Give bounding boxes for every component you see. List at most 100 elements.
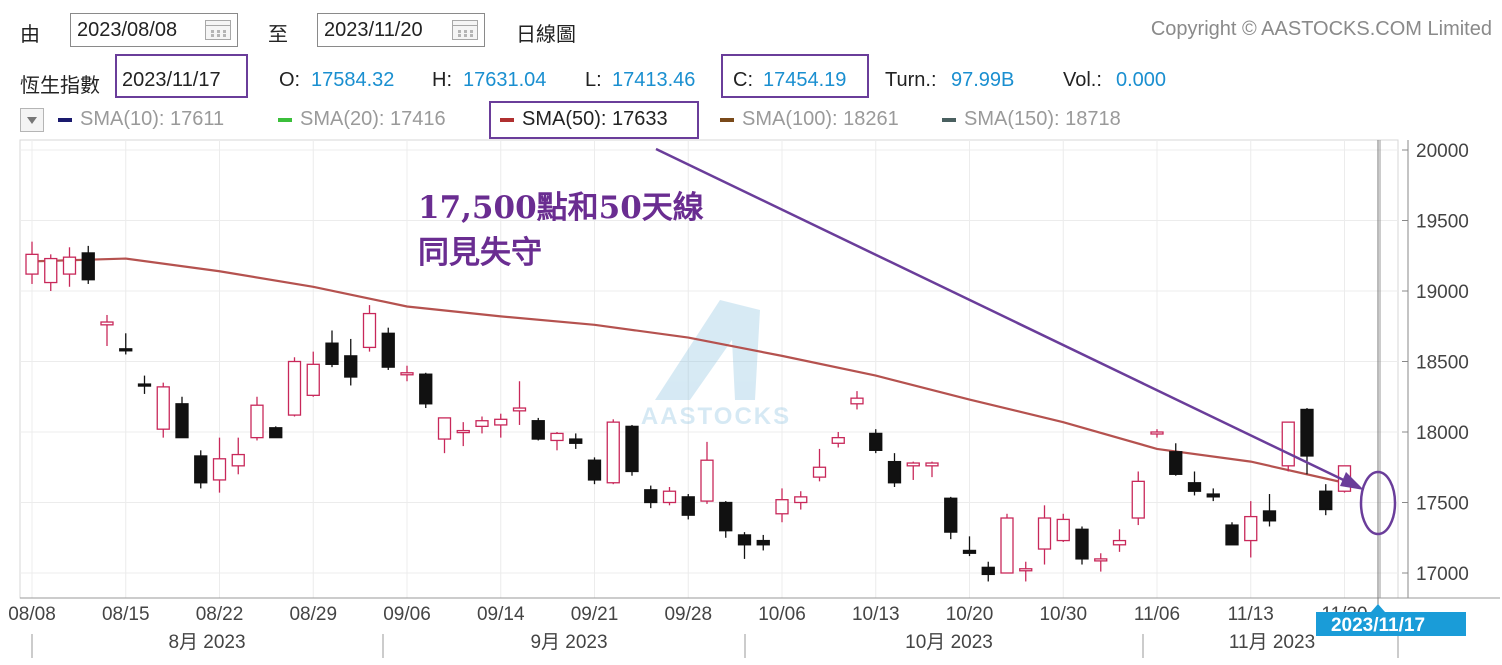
candle-body <box>1131 480 1145 519</box>
candle-body <box>250 404 264 439</box>
sma-legend-100[interactable]: SMA(100): 18261 <box>720 108 899 131</box>
from-label: 由 <box>20 24 40 46</box>
candle-body <box>287 360 302 416</box>
candle-body <box>456 429 470 434</box>
candle-body <box>156 386 170 430</box>
candle <box>1225 522 1239 546</box>
y-tick-label: 19000 <box>1416 282 1469 303</box>
calendar-icon[interactable] <box>205 20 231 40</box>
x-axis: 08/08 08/15 08/22 08/29 09/06 09/14 09/21 09/28… <box>8 140 1500 658</box>
candle-body <box>494 418 508 426</box>
candle-body <box>981 566 995 576</box>
annotation-arrow <box>655 147 1357 488</box>
candle <box>250 396 264 441</box>
to-date-input[interactable]: 2023/11/20 <box>317 13 485 47</box>
sma-legend-label: SMA(150): 18718 <box>964 108 1121 130</box>
high-value: 17631.04 <box>463 69 547 91</box>
candle-body <box>1262 510 1277 522</box>
candle <box>831 432 845 448</box>
cursor-date-label: 2023/11/17 <box>1331 615 1425 636</box>
candle <box>175 396 189 439</box>
candle-body <box>887 460 902 484</box>
low-label: L: <box>585 69 602 91</box>
indicator-dropdown-button[interactable] <box>20 108 44 132</box>
candle <box>1187 471 1202 496</box>
candle-body <box>1094 558 1108 562</box>
calendar-icon[interactable] <box>452 20 478 40</box>
sma-legend-20[interactable]: SMA(20): 17416 <box>278 108 446 131</box>
annotation-line-2: 同見失守 <box>418 235 542 271</box>
sma-legend-150[interactable]: SMA(150): 18718 <box>942 108 1121 131</box>
month-label: 8月 2023 <box>168 632 245 653</box>
candle <box>962 536 977 557</box>
candle <box>1169 443 1183 476</box>
candle <box>306 351 320 397</box>
candle <box>775 488 789 523</box>
candle <box>587 457 602 485</box>
annotation-arrowhead <box>1340 472 1364 490</box>
sma-legend-50[interactable]: SMA(50): 17633 <box>500 108 668 131</box>
candle-body <box>1019 568 1033 572</box>
month-label: 9月 2023 <box>530 632 607 653</box>
candle <box>419 372 433 409</box>
candle-body <box>400 372 414 376</box>
candle <box>794 491 808 510</box>
candle-body <box>100 321 114 326</box>
period-selector[interactable]: 日線圖 <box>516 24 576 46</box>
candle <box>1244 501 1258 558</box>
candle <box>737 532 752 559</box>
watermark-logo-shape <box>655 300 760 400</box>
watermark-logo: AASTOCKS <box>641 300 789 430</box>
candle-body <box>306 363 320 396</box>
candle-body <box>569 438 583 444</box>
candle <box>719 501 733 538</box>
legend-swatch <box>278 117 292 122</box>
y-axis: 20000 19500 19000 18500 18000 17500 17000 <box>1379 140 1469 598</box>
y-tick-label: 19500 <box>1416 212 1469 233</box>
y-tick-label: 18000 <box>1416 423 1469 444</box>
candle <box>1319 484 1333 516</box>
legend-swatch <box>58 117 72 122</box>
from-date-input[interactable]: 2023/08/08 <box>70 13 238 47</box>
low-value: 17413.46 <box>612 69 696 91</box>
candle <box>1094 553 1108 572</box>
candles-group <box>25 241 1352 582</box>
candle-body <box>437 417 452 440</box>
candle-body <box>625 425 639 473</box>
candle-body <box>700 459 714 502</box>
volume-label: Vol.: <box>1063 69 1102 91</box>
candle-body <box>775 499 789 515</box>
candle-body <box>231 453 245 467</box>
candle-body <box>475 420 489 428</box>
candle <box>456 422 470 447</box>
candle <box>1037 505 1052 565</box>
candle-body <box>925 462 939 467</box>
candle-body <box>944 497 958 533</box>
candle <box>606 419 620 485</box>
index-name: 恆生指數 <box>20 75 100 97</box>
legend-swatch <box>720 117 734 122</box>
candle-body <box>906 462 920 467</box>
sma-legend-10[interactable]: SMA(10): 17611 <box>58 108 224 131</box>
copyright-text: Copyright © AASTOCKS.COM Limited <box>1150 18 1492 40</box>
sma-legend-label: SMA(20): 17416 <box>300 108 446 130</box>
x-tick-label: 10/13 <box>852 604 900 625</box>
y-tick-label: 17500 <box>1416 494 1469 515</box>
candle <box>137 375 152 394</box>
close-value: 17454.19 <box>763 69 847 91</box>
candle <box>1281 421 1295 472</box>
x-tick-label: 10/30 <box>1039 604 1087 625</box>
cursor-date-tag-pointer <box>1371 604 1385 612</box>
candle <box>887 453 902 487</box>
candle-body <box>419 373 433 405</box>
volume-value: 0.000 <box>1116 69 1167 91</box>
candle <box>906 461 920 480</box>
x-tick-label: 10/06 <box>758 604 806 625</box>
turnover-value: 97.99B <box>951 69 1015 91</box>
candle <box>44 254 58 291</box>
candle <box>212 437 227 493</box>
to-date-value: 2023/11/20 <box>324 19 423 41</box>
candle-body <box>25 253 39 275</box>
candle-body <box>644 489 658 504</box>
